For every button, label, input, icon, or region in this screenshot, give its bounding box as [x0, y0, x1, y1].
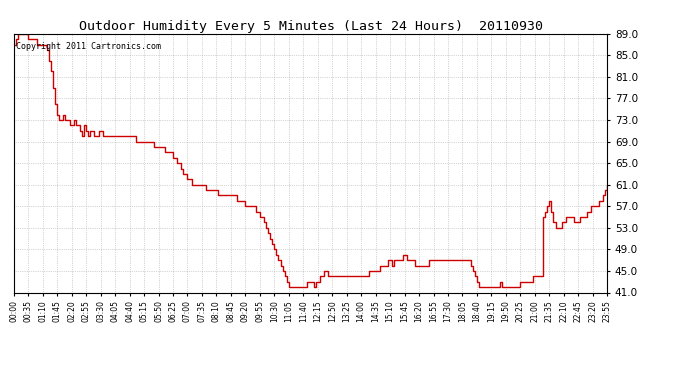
Text: Copyright 2011 Cartronics.com: Copyright 2011 Cartronics.com — [16, 42, 161, 51]
Title: Outdoor Humidity Every 5 Minutes (Last 24 Hours)  20110930: Outdoor Humidity Every 5 Minutes (Last 2… — [79, 20, 542, 33]
